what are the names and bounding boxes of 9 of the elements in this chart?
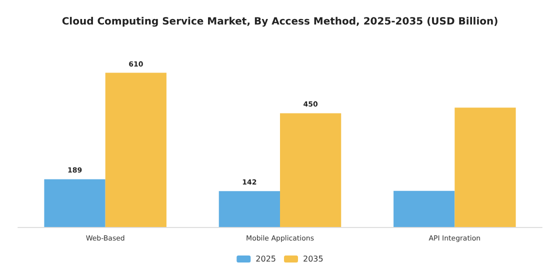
legend-label: 2035 [303, 254, 324, 264]
bar [454, 108, 516, 227]
bar [280, 113, 342, 227]
bar [218, 191, 280, 227]
bar [44, 179, 106, 227]
bar [394, 190, 455, 227]
legend-label: 2025 [256, 254, 276, 264]
chart-title: Cloud Computing Service Market, By Access Method, 2025-2035 (USD Billion) [62, 16, 498, 28]
bar [105, 72, 166, 227]
